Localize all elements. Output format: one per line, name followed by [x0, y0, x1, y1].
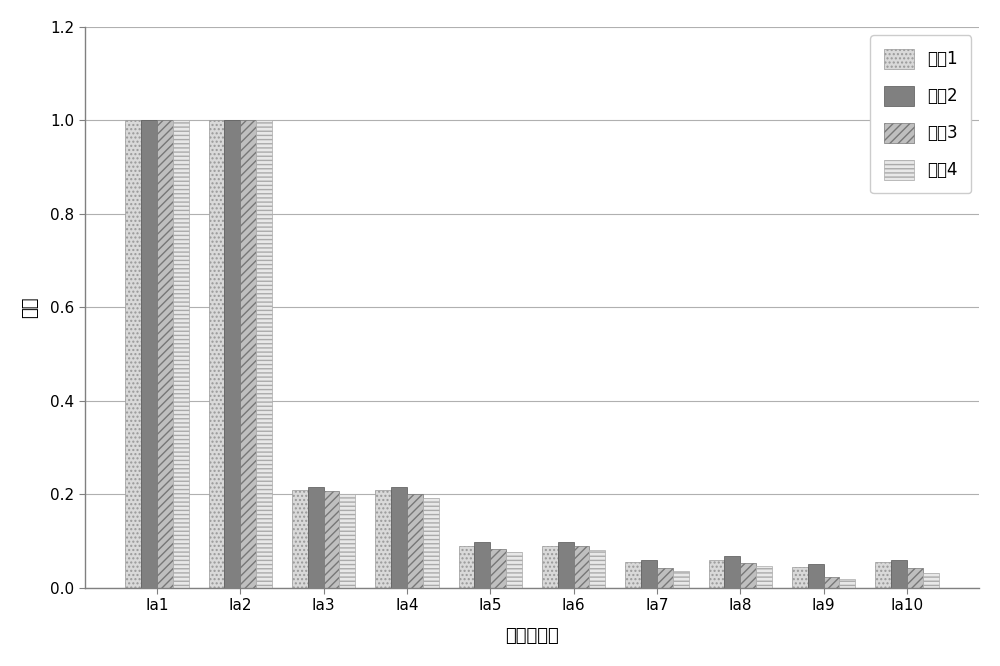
Bar	[256, 121, 272, 588]
X-axis label: 测量处节点: 测量处节点	[505, 627, 559, 645]
Bar	[923, 573, 939, 588]
Bar	[209, 121, 224, 588]
Bar	[173, 121, 189, 588]
Bar	[792, 567, 808, 588]
Bar	[907, 567, 923, 588]
Bar	[657, 567, 673, 588]
Bar	[641, 560, 657, 588]
Bar	[407, 494, 423, 588]
Bar	[423, 498, 439, 588]
Bar	[157, 121, 173, 588]
Bar	[506, 552, 522, 588]
Bar	[240, 121, 256, 588]
Bar	[224, 121, 240, 588]
Bar	[724, 556, 740, 588]
Bar	[558, 542, 574, 588]
Bar	[740, 563, 756, 588]
Bar	[574, 545, 589, 588]
Bar	[839, 579, 855, 588]
Bar	[673, 571, 689, 588]
Bar	[824, 577, 839, 588]
Bar	[308, 488, 324, 588]
Bar	[339, 494, 355, 588]
Bar	[490, 549, 506, 588]
Y-axis label: 能量: 能量	[21, 296, 39, 318]
Bar	[292, 490, 308, 588]
Bar	[625, 562, 641, 588]
Bar	[589, 549, 605, 588]
Legend: 系列1, 系列2, 系列3, 系列4: 系列1, 系列2, 系列3, 系列4	[870, 35, 971, 193]
Bar	[141, 121, 157, 588]
Bar	[875, 562, 891, 588]
Bar	[891, 560, 907, 588]
Bar	[391, 488, 407, 588]
Bar	[324, 491, 339, 588]
Bar	[542, 545, 558, 588]
Bar	[709, 560, 724, 588]
Bar	[474, 542, 490, 588]
Bar	[808, 565, 824, 588]
Bar	[125, 121, 141, 588]
Bar	[375, 490, 391, 588]
Bar	[459, 545, 474, 588]
Bar	[756, 566, 772, 588]
